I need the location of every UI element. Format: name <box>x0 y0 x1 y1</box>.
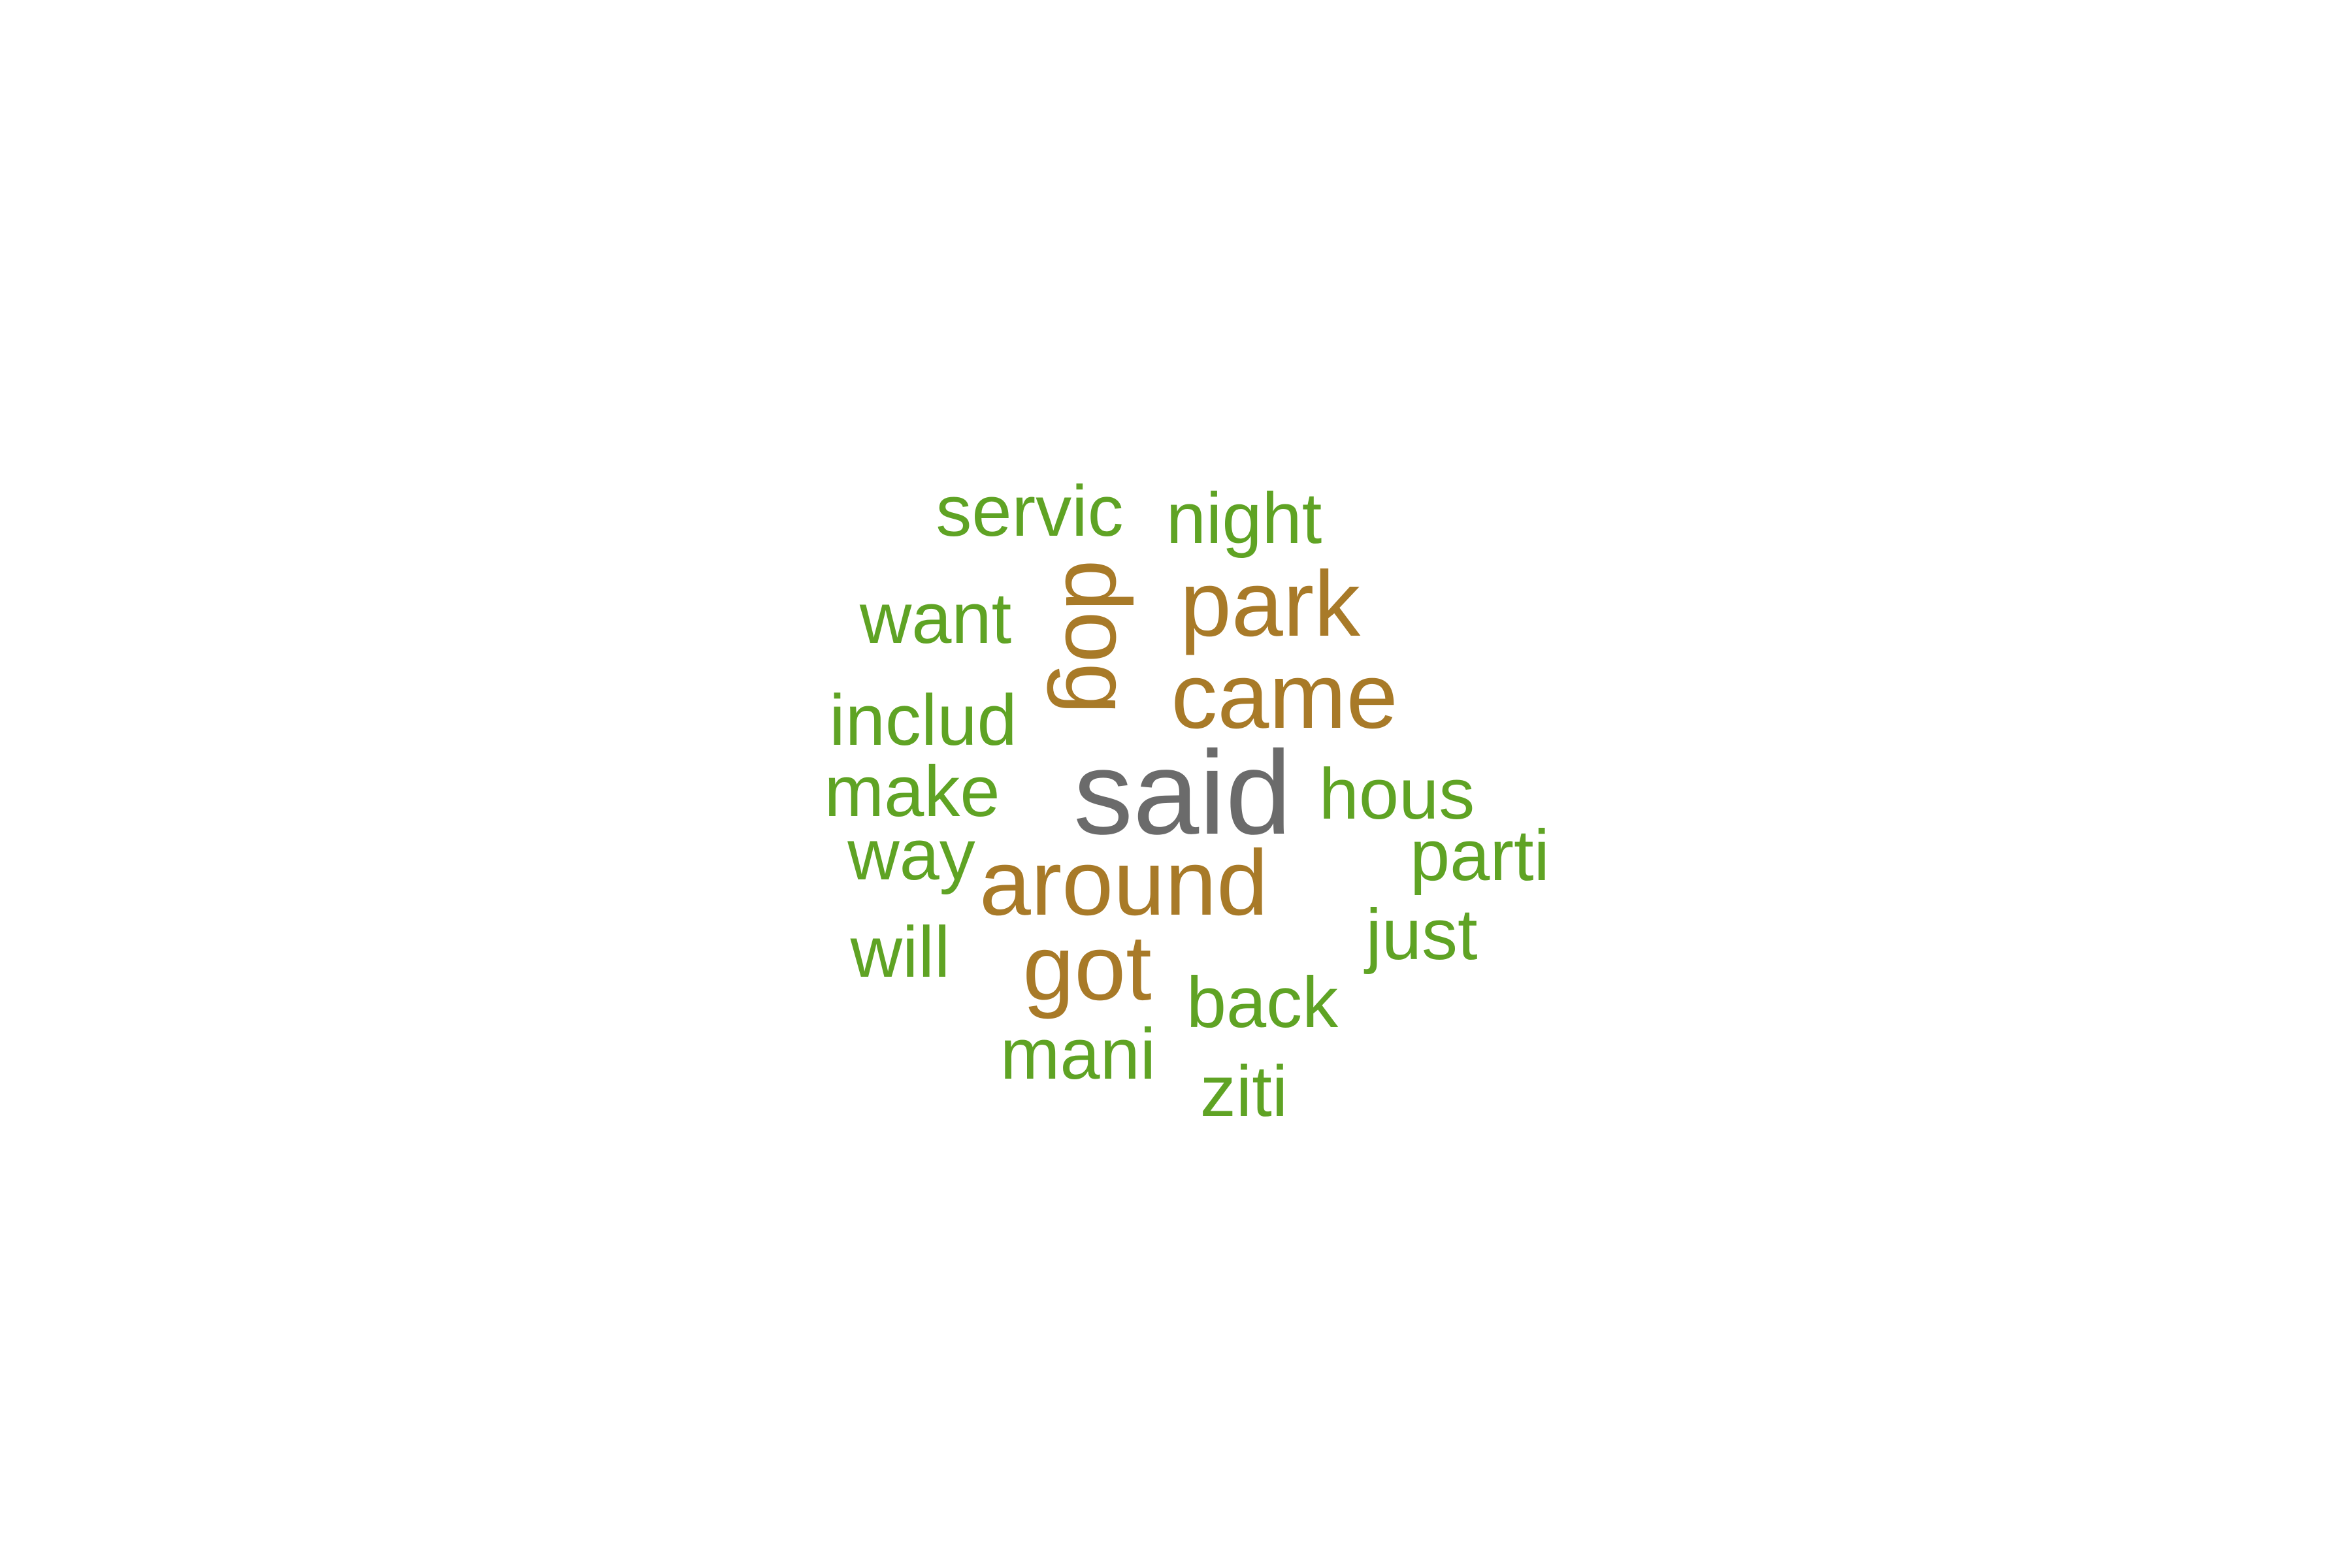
word-hous: hous <box>1318 754 1475 834</box>
word-will: will <box>850 912 951 992</box>
word-includ: includ <box>829 680 1017 760</box>
word-ziti: ziti <box>1200 1051 1288 1132</box>
word-came: came <box>1171 644 1398 748</box>
word-around: around <box>979 831 1269 935</box>
word-back: back <box>1186 962 1339 1043</box>
word-dog: dog <box>1046 559 1150 715</box>
word-just: just <box>1365 894 1478 975</box>
word-way: way <box>847 815 975 895</box>
word-mani: mani <box>1000 1014 1156 1094</box>
word-want: want <box>859 578 1012 659</box>
word-said: said <box>1073 726 1292 859</box>
word-got: got <box>1022 916 1152 1020</box>
word-make: make <box>824 751 1000 832</box>
word-night: night <box>1166 478 1322 559</box>
word-servic: servic <box>936 471 1124 551</box>
word-parti: parti <box>1410 815 1550 896</box>
word-park: park <box>1179 552 1361 656</box>
